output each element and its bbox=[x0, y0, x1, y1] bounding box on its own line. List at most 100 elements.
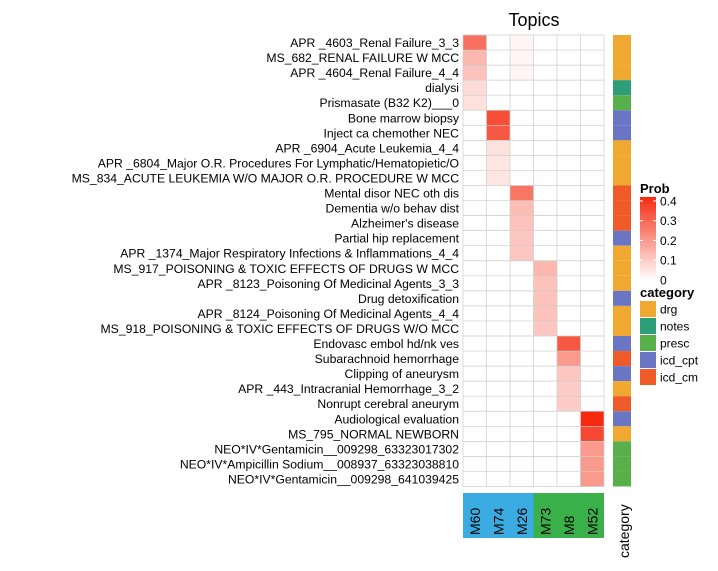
legend-label: notes bbox=[660, 320, 689, 334]
heatmap-cell bbox=[510, 290, 534, 306]
heatmap-cell bbox=[510, 200, 534, 216]
heatmap-cell bbox=[533, 351, 557, 367]
heatmap-cell bbox=[463, 80, 487, 96]
row-label: Subarachnoid hemorrhage bbox=[315, 352, 460, 366]
category-cell bbox=[613, 351, 631, 367]
heatmap-cell bbox=[533, 426, 557, 442]
heatmap-cell bbox=[580, 366, 604, 382]
heatmap-cell bbox=[557, 80, 581, 96]
heatmap-cell bbox=[486, 320, 510, 336]
row-label: APR _6904_Acute Leukemia_4_4 bbox=[275, 141, 459, 155]
heatmap-cells bbox=[463, 35, 604, 487]
row-label: Dementia w/o behav dist bbox=[326, 202, 460, 216]
heatmap-cell bbox=[486, 245, 510, 261]
heatmap-cell bbox=[533, 65, 557, 81]
heatmap-cell bbox=[510, 351, 534, 367]
heatmap-cell bbox=[486, 290, 510, 306]
heatmap-cell bbox=[463, 396, 487, 412]
heatmap-cell bbox=[486, 426, 510, 442]
heatmap-cell bbox=[533, 230, 557, 246]
row-label: MS_834_ACUTE LEUKEMIA W/O MAJOR O.R. PRO… bbox=[72, 171, 460, 185]
heatmap-cell bbox=[557, 95, 581, 111]
heatmap-cell bbox=[510, 110, 534, 126]
heatmap-cell bbox=[486, 471, 510, 487]
heatmap-cell bbox=[486, 65, 510, 81]
category-cell bbox=[613, 275, 631, 291]
category-cell bbox=[613, 110, 631, 126]
category-cell bbox=[613, 366, 631, 382]
heatmap-cell bbox=[510, 65, 534, 81]
heatmap-cell bbox=[463, 336, 487, 352]
heatmap-cell bbox=[510, 275, 534, 291]
heatmap-cell bbox=[486, 396, 510, 412]
heatmap-cell bbox=[580, 396, 604, 412]
row-label: Mental disor NEC oth dis bbox=[324, 187, 459, 201]
heatmap-cell bbox=[510, 230, 534, 246]
heatmap-cell bbox=[580, 320, 604, 336]
heatmap-cell bbox=[486, 35, 510, 51]
heatmap-cell bbox=[580, 65, 604, 81]
row-label: Audiological evaluation bbox=[334, 412, 459, 426]
heatmap-cell bbox=[557, 441, 581, 457]
heatmap-cell bbox=[463, 426, 487, 442]
heatmap-cell bbox=[510, 140, 534, 156]
heatmap-cell bbox=[463, 125, 487, 141]
category-cell bbox=[613, 215, 631, 231]
heatmap-cell bbox=[533, 155, 557, 171]
heatmap-cell bbox=[557, 411, 581, 427]
heatmap-cell bbox=[463, 200, 487, 216]
heatmap-cell bbox=[510, 305, 534, 321]
heatmap-cell bbox=[510, 411, 534, 427]
heatmap-cell bbox=[510, 185, 534, 201]
prob-legend: Prob 0.4 0.3 0.2 0.1 0 bbox=[640, 181, 677, 288]
row-label: Inject ca chemother NEC bbox=[324, 126, 460, 140]
legend-swatch bbox=[640, 301, 656, 317]
row-label: Clipping of aneurysm bbox=[345, 367, 459, 381]
heatmap-cell bbox=[533, 260, 557, 276]
heatmap-cell bbox=[486, 170, 510, 186]
category-cell bbox=[613, 140, 631, 156]
heatmap-cell bbox=[580, 381, 604, 397]
heatmap-cell bbox=[580, 275, 604, 291]
column-label: M60 bbox=[467, 508, 483, 535]
column-labels: M60 M74 M26 M73 M8 M52 bbox=[467, 508, 601, 535]
heatmap-cell bbox=[486, 336, 510, 352]
heatmap-cell bbox=[557, 35, 581, 51]
heatmap-cell bbox=[486, 305, 510, 321]
row-label: APR _4603_Renal Failure_3_3 bbox=[290, 36, 459, 50]
row-label: dialysi bbox=[425, 81, 459, 95]
heatmap-cell bbox=[486, 140, 510, 156]
heatmap-cell bbox=[510, 260, 534, 276]
category-cell bbox=[613, 65, 631, 81]
heatmap-cell bbox=[510, 125, 534, 141]
prob-tick-label: 0 bbox=[660, 274, 667, 288]
category-cell bbox=[613, 381, 631, 397]
heatmap-cell bbox=[463, 351, 487, 367]
heatmap-cell bbox=[580, 125, 604, 141]
column-group-bar bbox=[463, 493, 534, 538]
heatmap-cell bbox=[510, 456, 534, 472]
heatmap-cell bbox=[463, 366, 487, 382]
column-group-bar bbox=[533, 493, 604, 538]
heatmap-cell bbox=[580, 170, 604, 186]
heatmap-cell bbox=[557, 320, 581, 336]
heatmap-cell bbox=[510, 35, 534, 51]
legend-label: presc bbox=[660, 337, 689, 351]
heatmap-cell bbox=[580, 215, 604, 231]
category-cell bbox=[613, 155, 631, 171]
heatmap-cell bbox=[580, 290, 604, 306]
prob-legend-title: Prob bbox=[640, 181, 670, 196]
heatmap-cell bbox=[533, 215, 557, 231]
heatmap-cell bbox=[580, 411, 604, 427]
heatmap-cell bbox=[580, 426, 604, 442]
category-cell bbox=[613, 245, 631, 261]
row-labels: APR _4603_Renal Failure_3_3MS_682_RENAL … bbox=[72, 36, 460, 486]
heatmap-cell bbox=[557, 351, 581, 367]
heatmap-cell bbox=[580, 110, 604, 126]
heatmap-cell bbox=[463, 320, 487, 336]
heatmap-cell bbox=[510, 95, 534, 111]
heatmap-cell bbox=[463, 471, 487, 487]
category-cell bbox=[613, 411, 631, 427]
category-cell bbox=[613, 260, 631, 276]
